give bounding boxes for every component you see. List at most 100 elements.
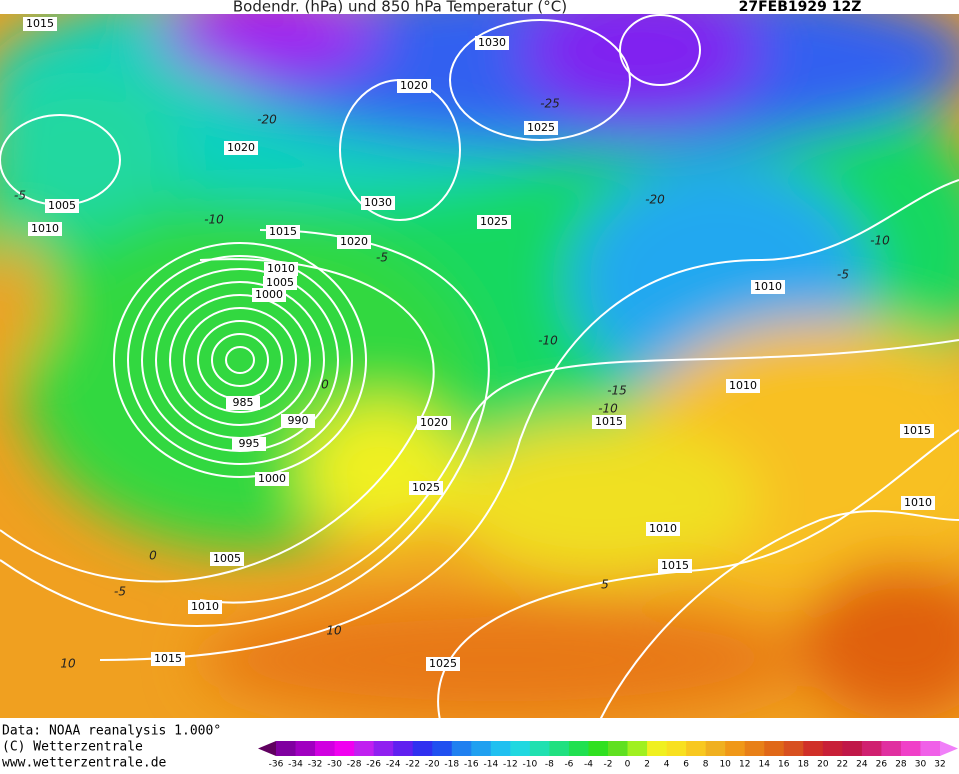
- isobar-label-box: [361, 196, 395, 210]
- temperature-label: -10: [870, 234, 890, 248]
- isobar-label: 1000: [258, 472, 286, 485]
- copyright: (C) Wetterzentrale: [2, 740, 143, 755]
- isobar-line: [169, 294, 311, 426]
- isobar-label: 995: [239, 437, 260, 450]
- isobar-line: [0, 258, 435, 583]
- isobars: [0, 14, 959, 721]
- isobar-label-box: [900, 424, 934, 438]
- colorbar-label: -36: [269, 760, 284, 770]
- isobar-line: [619, 14, 701, 86]
- isobar-label: 1020: [227, 141, 255, 154]
- colorbar-label: -4: [584, 760, 593, 770]
- colorbar-label: 14: [759, 760, 771, 770]
- isobar-label-box: [232, 437, 266, 451]
- colorbar-cell: [334, 741, 355, 756]
- colorbar-cell: [412, 741, 433, 756]
- temperature-label: -10: [538, 334, 558, 348]
- colorbar-label: 2: [644, 760, 650, 770]
- temperature-label: -10: [598, 402, 618, 416]
- colorbar-cell: [490, 741, 511, 756]
- colorbar-label: -34: [288, 760, 303, 770]
- isobar-label-box: [751, 280, 785, 294]
- isobar-label-box: [726, 379, 760, 393]
- temperature-label: 10: [326, 624, 342, 638]
- colorbar-label: -2: [604, 760, 613, 770]
- colorbar-label: 22: [837, 760, 848, 770]
- isobar-label: 1005: [266, 276, 294, 289]
- colorbar-label: -16: [464, 760, 479, 770]
- isobar-label: 1025: [412, 481, 440, 494]
- isobar-label-box: [524, 121, 558, 135]
- colorbar-cell: [705, 741, 726, 756]
- temperature-label: -10: [204, 213, 224, 227]
- temperature-label: -20: [645, 193, 665, 207]
- data-source: Data: NOAA reanalysis 1.000°: [2, 724, 221, 739]
- isobar-label: 1010: [904, 496, 932, 509]
- temperature-label: 10: [60, 657, 76, 671]
- colorbar-label: -12: [503, 760, 518, 770]
- isobar-label-box: [45, 199, 79, 213]
- colorbar-cell: [354, 741, 375, 756]
- colorbar-cell: [295, 741, 316, 756]
- colorbar-cell: [588, 741, 609, 756]
- colorbar-label: 28: [895, 760, 907, 770]
- colorbar-label: -8: [545, 760, 554, 770]
- colorbar-cell: [647, 741, 668, 756]
- colorbar-label: 30: [915, 760, 927, 770]
- isobar-label-box: [477, 215, 511, 229]
- colorbar-cell: [549, 741, 570, 756]
- temperature-label: -5: [14, 189, 26, 203]
- temperature-label: -5: [837, 268, 849, 282]
- colorbar-cell: [373, 741, 394, 756]
- temperature-label: 5: [601, 578, 609, 592]
- colorbar-cell: [276, 741, 297, 756]
- colorbar: -36 -34 -32 -30 -28 -26 -24 -22 -20 -18 -16 -14 -12-…: [258, 741, 958, 770]
- colorbar-label: 10: [719, 760, 731, 770]
- isobar-label: 1010: [267, 262, 295, 275]
- temperature-label: -5: [114, 585, 126, 599]
- isobar-label: 1025: [480, 215, 508, 228]
- isobar-label-box: [658, 559, 692, 573]
- colorbar-label: -14: [483, 760, 498, 770]
- isobar-label-box: [264, 262, 298, 276]
- colorbar-cell: [510, 741, 531, 756]
- isobar-label-box: [281, 414, 315, 428]
- colorbar-cell: [568, 741, 589, 756]
- isobar-line: [0, 229, 490, 627]
- isobar-label: 1015: [26, 17, 54, 30]
- isobar-label-box: [210, 552, 244, 566]
- isobar-label: 1025: [527, 121, 555, 134]
- isobar-label-box: [592, 415, 626, 429]
- isobar-label-box: [409, 481, 443, 495]
- colorbar-label: 20: [817, 760, 829, 770]
- colorbar-label: -32: [308, 760, 323, 770]
- isobar-label-box: [224, 141, 258, 155]
- colorbar-cell: [725, 741, 746, 756]
- isobar-label: 1005: [213, 552, 241, 565]
- temperature-field: [0, 14, 959, 718]
- isobar-label: 1025: [429, 657, 457, 670]
- labels: 1015103010201025102010051010103010251015…: [14, 17, 935, 671]
- isobar-label: 1000: [255, 288, 283, 301]
- isobar-label: 1010: [729, 379, 757, 392]
- colorbar-label: -6: [564, 760, 573, 770]
- colorbar-cell: [471, 741, 492, 756]
- isobar-label-box: [151, 652, 185, 666]
- isobar-label: 1030: [364, 196, 392, 209]
- temperature-label: -15: [607, 384, 627, 398]
- isobar-line: [211, 333, 269, 387]
- temperature-label: 0: [321, 378, 329, 392]
- isobar-label: 1020: [400, 79, 428, 92]
- isobar-label-box: [252, 288, 286, 302]
- isobar-label: 1005: [48, 199, 76, 212]
- colorbar-label: -22: [405, 760, 420, 770]
- isobar-label-box: [337, 235, 371, 249]
- colorbar-cell: [783, 741, 804, 756]
- colorbar-label: -28: [347, 760, 362, 770]
- isobar-label-box: [255, 472, 289, 486]
- isobar-line: [449, 19, 631, 141]
- colorbar-label: 6: [683, 760, 689, 770]
- isobar-label-box: [475, 36, 509, 50]
- isobar-label-box: [266, 225, 300, 239]
- colorbar-cell: [822, 741, 843, 756]
